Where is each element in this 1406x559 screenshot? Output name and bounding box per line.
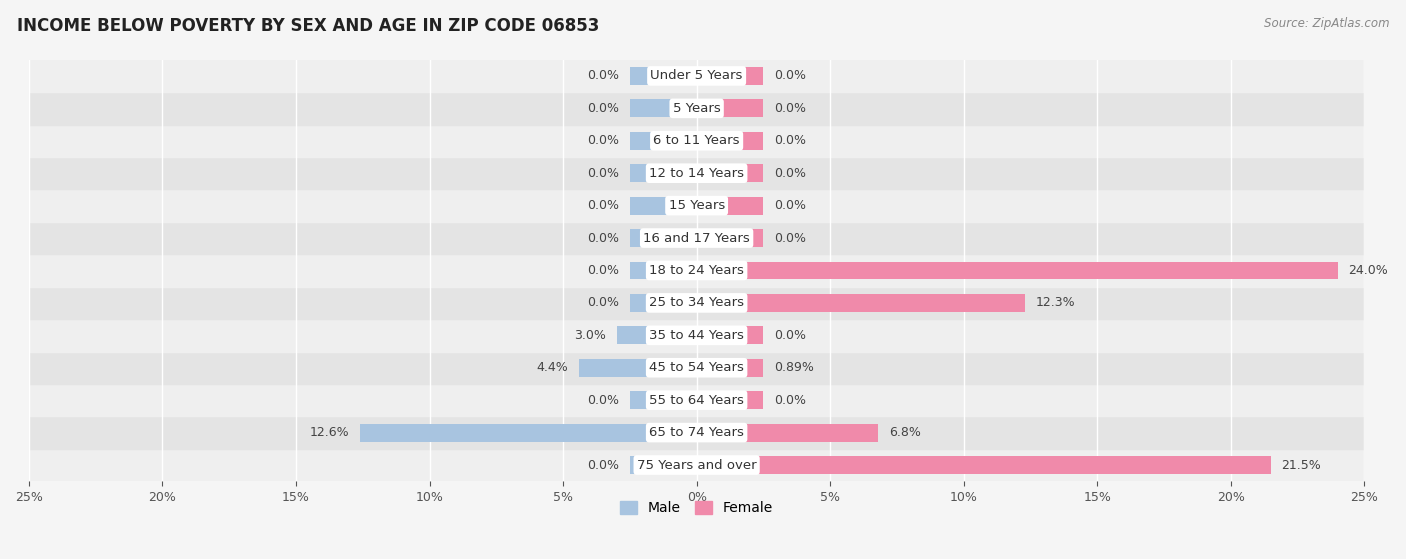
Text: 55 to 64 Years: 55 to 64 Years	[650, 394, 744, 407]
Text: 12 to 14 Years: 12 to 14 Years	[650, 167, 744, 179]
Text: 25 to 34 Years: 25 to 34 Years	[650, 296, 744, 309]
Text: 0.0%: 0.0%	[588, 231, 619, 244]
Text: 0.89%: 0.89%	[775, 361, 814, 375]
Text: Under 5 Years: Under 5 Years	[651, 69, 742, 82]
Bar	[630, 164, 696, 182]
Bar	[696, 294, 1025, 312]
Text: INCOME BELOW POVERTY BY SEX AND AGE IN ZIP CODE 06853: INCOME BELOW POVERTY BY SEX AND AGE IN Z…	[17, 17, 599, 35]
Bar	[579, 359, 696, 377]
Text: 0.0%: 0.0%	[588, 264, 619, 277]
Bar	[696, 229, 763, 247]
Bar	[696, 164, 763, 182]
Bar	[30, 416, 1364, 449]
Text: 4.4%: 4.4%	[537, 361, 568, 375]
Bar	[360, 424, 696, 442]
Bar	[30, 92, 1364, 125]
Legend: Male, Female: Male, Female	[614, 495, 779, 520]
Bar	[630, 294, 696, 312]
Text: 0.0%: 0.0%	[588, 394, 619, 407]
Bar	[696, 262, 1337, 280]
Text: 0.0%: 0.0%	[588, 134, 619, 147]
Text: 21.5%: 21.5%	[1281, 458, 1322, 472]
Bar	[30, 157, 1364, 190]
Bar	[30, 352, 1364, 384]
Text: 24.0%: 24.0%	[1348, 264, 1388, 277]
Text: Source: ZipAtlas.com: Source: ZipAtlas.com	[1264, 17, 1389, 30]
Bar	[696, 391, 763, 409]
Bar	[630, 262, 696, 280]
Bar	[30, 319, 1364, 352]
Bar	[696, 67, 763, 85]
Text: 0.0%: 0.0%	[588, 199, 619, 212]
Bar	[630, 67, 696, 85]
Bar	[696, 100, 763, 117]
Text: 0.0%: 0.0%	[775, 69, 806, 82]
Text: 0.0%: 0.0%	[588, 167, 619, 179]
Bar	[630, 229, 696, 247]
Bar	[30, 190, 1364, 222]
Text: 3.0%: 3.0%	[574, 329, 606, 342]
Text: 0.0%: 0.0%	[775, 329, 806, 342]
Text: 0.0%: 0.0%	[588, 102, 619, 115]
Text: 0.0%: 0.0%	[588, 458, 619, 472]
Text: 0.0%: 0.0%	[775, 231, 806, 244]
Bar	[30, 60, 1364, 92]
Text: 6 to 11 Years: 6 to 11 Years	[654, 134, 740, 147]
Text: 65 to 74 Years: 65 to 74 Years	[650, 426, 744, 439]
Bar	[630, 456, 696, 474]
Bar	[30, 384, 1364, 416]
Text: 12.3%: 12.3%	[1036, 296, 1076, 309]
Text: 15 Years: 15 Years	[668, 199, 724, 212]
Text: 6.8%: 6.8%	[889, 426, 921, 439]
Bar	[30, 125, 1364, 157]
Bar	[30, 287, 1364, 319]
Text: 0.0%: 0.0%	[775, 394, 806, 407]
Text: 45 to 54 Years: 45 to 54 Years	[650, 361, 744, 375]
Bar	[630, 391, 696, 409]
Bar	[696, 132, 763, 150]
Bar	[630, 132, 696, 150]
Bar	[696, 359, 763, 377]
Bar	[30, 254, 1364, 287]
Text: 12.6%: 12.6%	[309, 426, 350, 439]
Text: 0.0%: 0.0%	[775, 102, 806, 115]
Bar	[696, 326, 763, 344]
Bar	[616, 326, 696, 344]
Text: 0.0%: 0.0%	[588, 296, 619, 309]
Text: 5 Years: 5 Years	[672, 102, 720, 115]
Text: 18 to 24 Years: 18 to 24 Years	[650, 264, 744, 277]
Bar	[696, 456, 1271, 474]
Text: 0.0%: 0.0%	[588, 69, 619, 82]
Text: 0.0%: 0.0%	[775, 167, 806, 179]
Text: 35 to 44 Years: 35 to 44 Years	[650, 329, 744, 342]
Text: 16 and 17 Years: 16 and 17 Years	[644, 231, 749, 244]
Bar	[696, 197, 763, 215]
Bar	[630, 197, 696, 215]
Bar	[696, 424, 879, 442]
Text: 0.0%: 0.0%	[775, 199, 806, 212]
Bar	[30, 449, 1364, 481]
Bar	[30, 222, 1364, 254]
Bar	[630, 100, 696, 117]
Text: 75 Years and over: 75 Years and over	[637, 458, 756, 472]
Text: 0.0%: 0.0%	[775, 134, 806, 147]
